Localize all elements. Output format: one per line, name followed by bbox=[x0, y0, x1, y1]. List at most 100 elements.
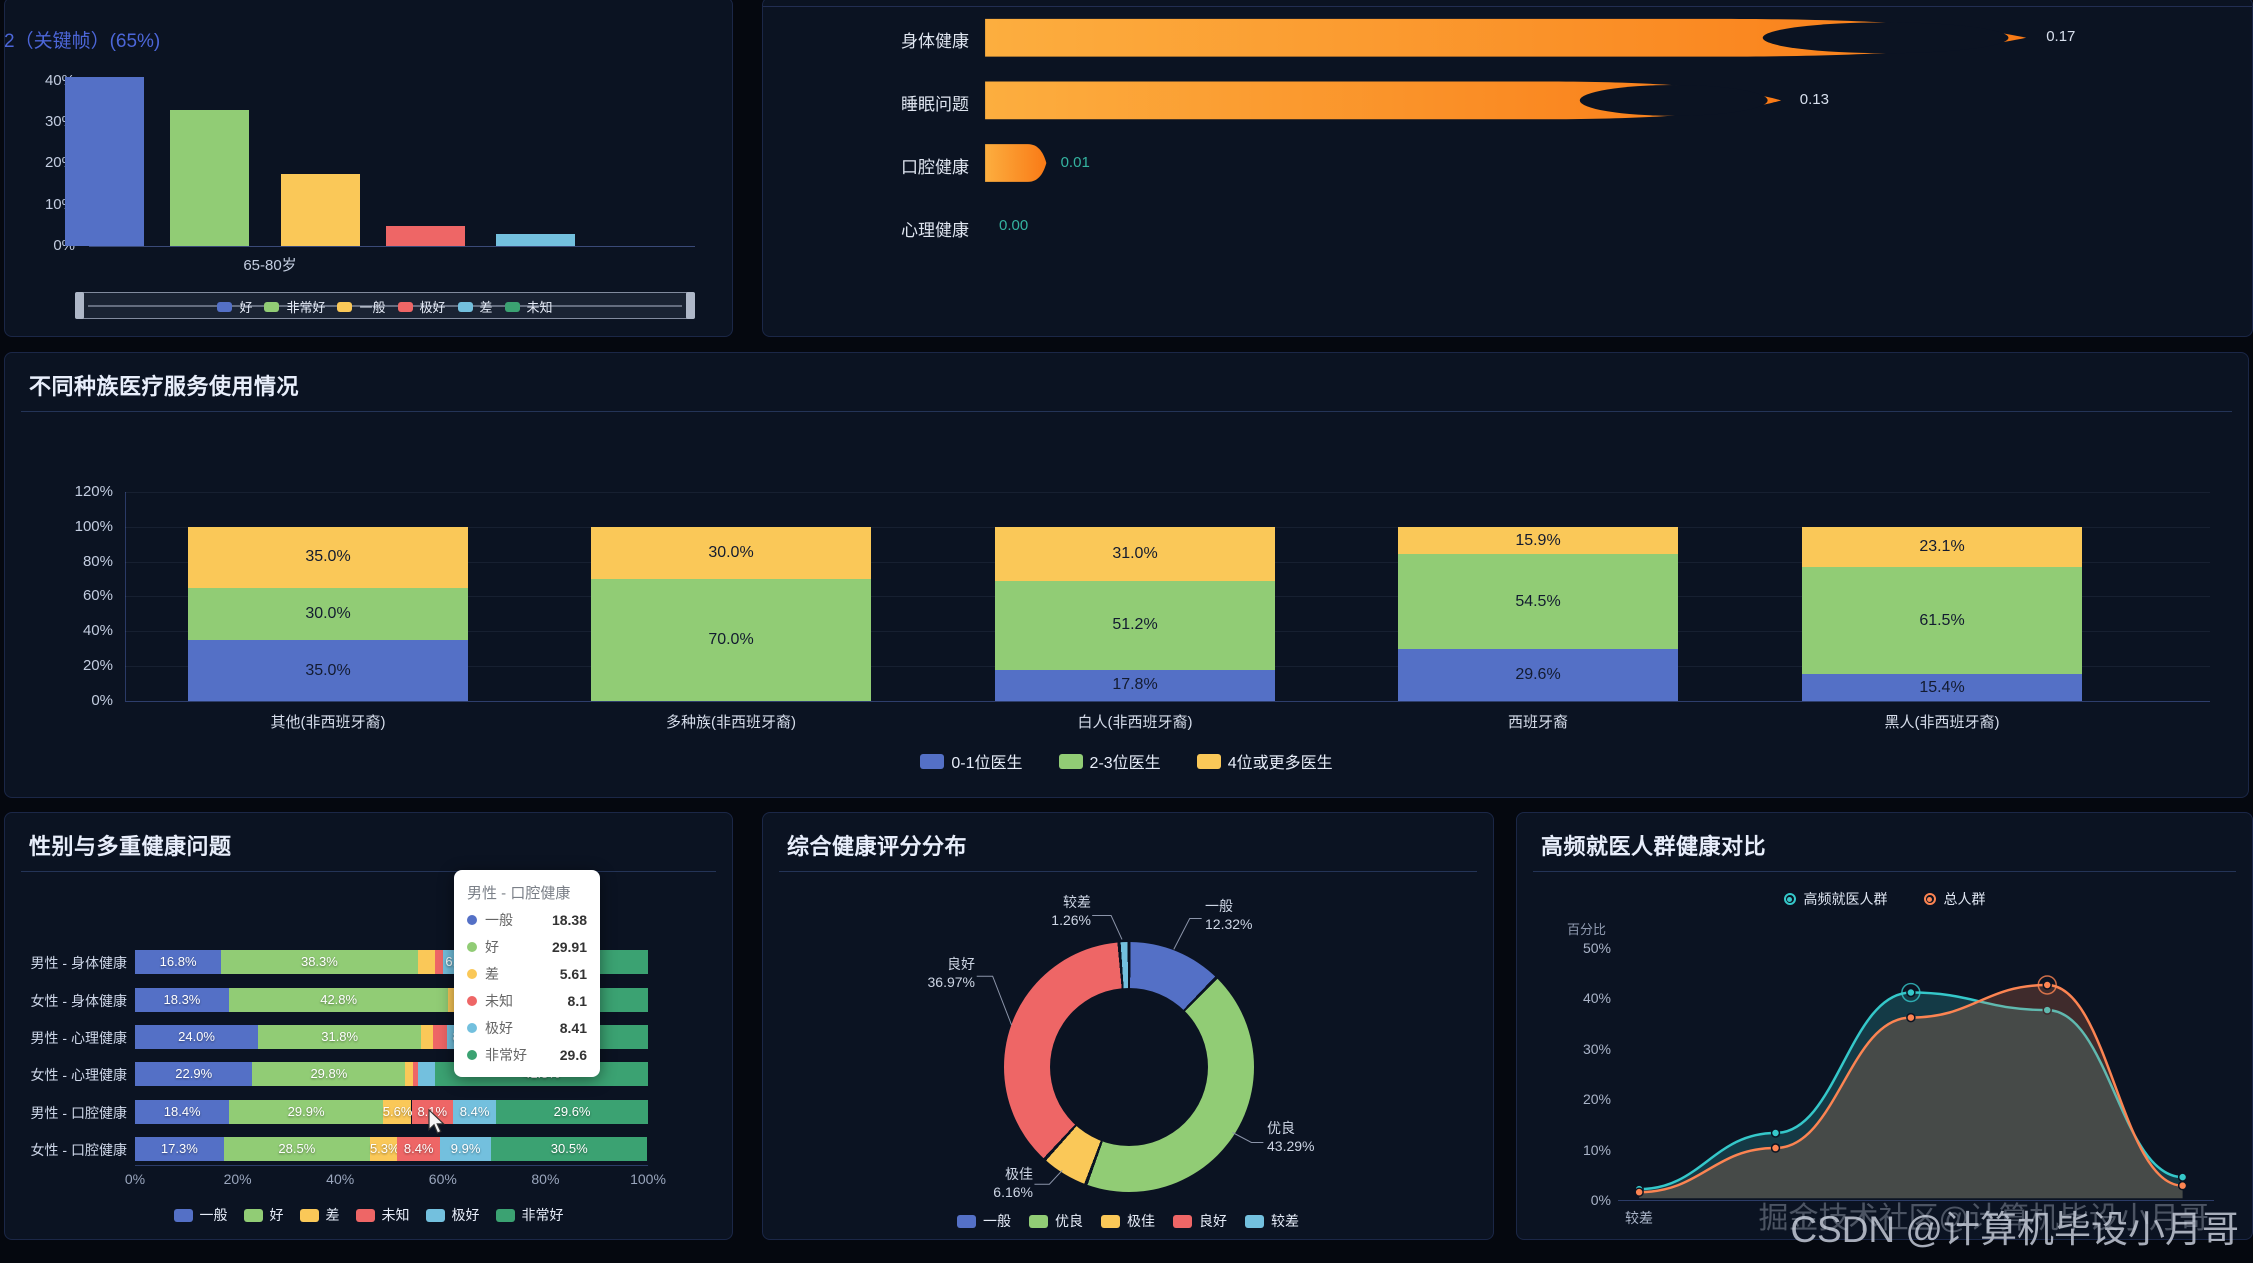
hbar-segment-非常好[interactable] bbox=[496, 1100, 648, 1124]
bar-一般[interactable] bbox=[281, 173, 360, 246]
hbar-segment-极好[interactable] bbox=[418, 1062, 436, 1086]
slider-handle-left[interactable] bbox=[75, 292, 84, 319]
legend-item-差[interactable]: 差 bbox=[299, 1205, 340, 1225]
stack-segment-2-3位医生[interactable] bbox=[1802, 567, 2082, 675]
panel-title: 高频就医人群健康对比 bbox=[1541, 834, 1767, 859]
stack-segment-2-3位医生[interactable] bbox=[188, 587, 468, 641]
stack-segment-4位或更多医生[interactable] bbox=[188, 526, 468, 588]
tooltip-title: 男性 - 口腔健康 bbox=[467, 885, 571, 902]
stack-segment-2-3位医生[interactable] bbox=[1398, 554, 1678, 650]
x-axis-tick: 80% bbox=[531, 1171, 560, 1187]
line-point[interactable] bbox=[2042, 980, 2052, 990]
pictorial-bar-口腔健康[interactable] bbox=[985, 144, 1047, 182]
hbar-segment-差[interactable] bbox=[382, 1100, 412, 1124]
hbar-segment-未知[interactable] bbox=[435, 950, 444, 974]
hbar-segment-一般[interactable] bbox=[135, 1137, 224, 1161]
hbar-segment-未知[interactable] bbox=[432, 1025, 447, 1049]
hbar-segment-一般[interactable] bbox=[135, 988, 229, 1012]
bar-好[interactable] bbox=[65, 76, 144, 246]
legend-item-高频就医人群[interactable]: 高频就医人群 bbox=[1783, 889, 1888, 909]
stack-segment-0-1位医生[interactable] bbox=[1398, 649, 1678, 701]
hbar-segment-差[interactable] bbox=[369, 1137, 398, 1161]
hbar-segment-非常好[interactable] bbox=[491, 1137, 648, 1161]
legend-item-一般[interactable]: 一般 bbox=[957, 1211, 1011, 1231]
hbar-segment-一般[interactable] bbox=[135, 950, 222, 974]
legend-item-未知[interactable]: 未知 bbox=[504, 297, 553, 316]
hbar-segment-差[interactable] bbox=[417, 950, 436, 974]
line-point[interactable] bbox=[1906, 1012, 1916, 1023]
segment-value-label: 8.1% bbox=[417, 1104, 448, 1119]
bar-差[interactable] bbox=[496, 234, 575, 246]
legend-item-差[interactable]: 差 bbox=[457, 297, 493, 316]
stack-segment-0-1位医生[interactable] bbox=[995, 669, 1275, 701]
legend-item-非常好[interactable]: 非常好 bbox=[264, 297, 325, 316]
legend-item-一般[interactable]: 一般 bbox=[337, 297, 386, 316]
donut-chart[interactable] bbox=[1004, 942, 1254, 1192]
line-point[interactable] bbox=[1906, 987, 1916, 998]
legend-item-良好[interactable]: 良好 bbox=[1173, 1211, 1227, 1231]
pictorial-bar-睡眠问题[interactable] bbox=[985, 81, 1782, 120]
hbar-segment-未知[interactable] bbox=[413, 1062, 419, 1086]
hbar-segment-极好[interactable] bbox=[440, 1137, 492, 1161]
tooltip-row: 差 5.61 bbox=[467, 964, 587, 984]
legend-item-0-1位医生[interactable]: 0-1位医生 bbox=[920, 749, 1023, 773]
hbar-segment-好[interactable] bbox=[229, 1100, 383, 1124]
hbar-segment-差[interactable] bbox=[421, 1025, 433, 1049]
hbar-segment-好[interactable] bbox=[221, 950, 418, 974]
slider-handle-right[interactable] bbox=[686, 292, 695, 319]
hbar-segment-一般[interactable] bbox=[135, 1025, 259, 1049]
pie-label-优良: 优良 43.29% bbox=[1267, 1119, 1377, 1155]
line-point[interactable] bbox=[2177, 1180, 2188, 1191]
hbar-segment-一般[interactable] bbox=[135, 1100, 230, 1124]
line-point[interactable] bbox=[1770, 1128, 1781, 1138]
stack-segment-2-3位医生[interactable] bbox=[995, 580, 1275, 670]
tooltip-series-dot bbox=[467, 969, 477, 979]
legend-item-总人群[interactable]: 总人群 bbox=[1923, 889, 1986, 909]
legend-item-极好[interactable]: 极好 bbox=[425, 1205, 480, 1225]
legend-item-极好[interactable]: 极好 bbox=[397, 297, 446, 316]
pie-leader-line bbox=[976, 975, 1013, 1026]
line-point[interactable] bbox=[1634, 1187, 1644, 1197]
legend-label: 总人群 bbox=[1943, 891, 1986, 907]
data-zoom-slider[interactable]: 好 非常好 一般 极好 差 未知 bbox=[75, 292, 695, 319]
legend-item-一般[interactable]: 一般 bbox=[173, 1205, 228, 1225]
legend-item-好[interactable]: 好 bbox=[243, 1205, 284, 1225]
tooltip-series-value: 5.61 bbox=[559, 966, 587, 982]
stack-segment-4位或更多医生[interactable] bbox=[591, 526, 871, 580]
legend-item-2-3位医生[interactable]: 2-3位医生 bbox=[1058, 749, 1161, 773]
hbar-segment-一般[interactable] bbox=[135, 1062, 253, 1086]
segment-value-label: 70.0% bbox=[708, 631, 754, 649]
legend-swatch bbox=[243, 1208, 263, 1222]
line-point[interactable] bbox=[2177, 1172, 2188, 1182]
hbar-segment-好[interactable] bbox=[252, 1062, 406, 1086]
line-point[interactable] bbox=[2042, 1005, 2052, 1015]
stack-segment-2-3位医生[interactable] bbox=[591, 579, 871, 701]
hbar-segment-好[interactable] bbox=[223, 1137, 370, 1161]
legend-label: 一般 bbox=[359, 300, 386, 315]
line-point[interactable] bbox=[1770, 1143, 1781, 1153]
bar-非常好[interactable] bbox=[170, 109, 249, 246]
hbar-segment-未知[interactable] bbox=[397, 1137, 441, 1161]
segment-value-label: 30.0% bbox=[305, 604, 351, 622]
legend-item-4位或更多医生[interactable]: 4位或更多医生 bbox=[1196, 749, 1333, 773]
legend-item-好[interactable]: 好 bbox=[217, 297, 252, 316]
legend-swatch bbox=[920, 753, 945, 769]
stack-segment-4位或更多医生[interactable] bbox=[1802, 526, 2082, 568]
bar-极好[interactable] bbox=[386, 226, 465, 246]
stack-segment-4位或更多医生[interactable] bbox=[995, 526, 1275, 581]
legend-item-优良[interactable]: 优良 bbox=[1029, 1211, 1083, 1231]
legend-item-未知[interactable]: 未知 bbox=[355, 1205, 410, 1225]
hbar-segment-极好[interactable] bbox=[453, 1100, 497, 1124]
legend-item-极佳[interactable]: 极佳 bbox=[1101, 1211, 1155, 1231]
hbar-segment-差[interactable] bbox=[405, 1062, 414, 1086]
segment-value-label: 17.8% bbox=[1112, 676, 1158, 694]
y-axis-tick: 20% bbox=[82, 657, 113, 675]
stack-segment-4位或更多医生[interactable] bbox=[1398, 526, 1678, 555]
stack-segment-0-1位医生[interactable] bbox=[1802, 674, 2082, 701]
stack-segment-0-1位医生[interactable] bbox=[188, 640, 468, 701]
hbar-segment-好[interactable] bbox=[228, 988, 449, 1012]
legend-item-非常好[interactable]: 非常好 bbox=[495, 1205, 564, 1225]
pictorial-bar-身体健康[interactable] bbox=[985, 18, 2027, 57]
legend-item-较差[interactable]: 较差 bbox=[1245, 1211, 1299, 1231]
hbar-segment-好[interactable] bbox=[258, 1025, 422, 1049]
